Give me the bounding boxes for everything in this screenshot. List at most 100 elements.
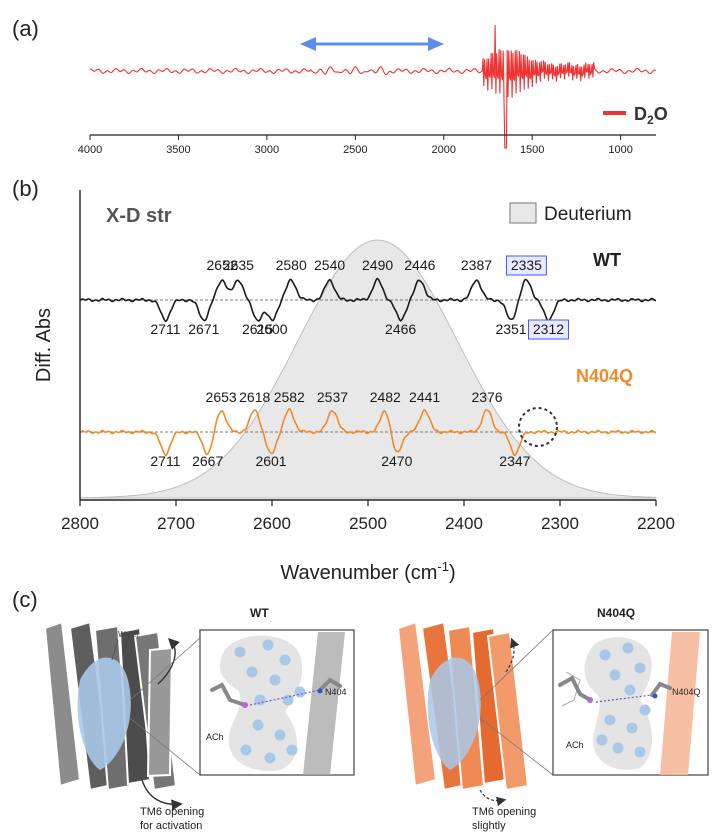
wt-ligand-label: ACh [206, 732, 224, 742]
wt-peak-label: 2580 [276, 257, 307, 273]
water-molecule [262, 639, 274, 651]
wt-tm6-arrow [157, 638, 180, 685]
wt-peak-label: 2490 [362, 257, 393, 273]
water-molecule [609, 669, 621, 681]
water-molecule [634, 746, 646, 758]
panel-b-x-label: Wavenumber (cm-1) [280, 559, 455, 584]
n404q-water-molecules [596, 642, 651, 758]
n404q-peak-label: 2347 [499, 453, 530, 469]
wt-zoom-line-bottom [129, 717, 201, 776]
wt-peak-label: 2671 [188, 321, 219, 337]
panel-a-tick-label: 3500 [166, 144, 190, 156]
panel-a-legend: D2O [603, 104, 668, 127]
panel-a-tick-label: 1500 [520, 144, 544, 156]
wt-peak-label: 2600 [256, 321, 287, 337]
n404q-peak-label: 2618 [239, 389, 270, 405]
n404q-tm6-arrow [505, 637, 520, 673]
wt-inset-title: WT [250, 606, 269, 620]
n404q-trace [79, 407, 656, 457]
n404q-tm6-arrow-bottom [479, 789, 507, 807]
water-molecule [634, 662, 646, 674]
n404q-peak-label: 2470 [381, 453, 412, 469]
panel-a-d2o-trace [90, 24, 657, 149]
n404q-caption-line2: slightly [472, 820, 506, 832]
panel-a-double-arrow [300, 37, 444, 51]
water-molecule [234, 646, 246, 658]
water-molecule [599, 649, 611, 661]
panel-a-legend-label: D2O [634, 104, 668, 127]
panel-a-tick-label: 2500 [343, 144, 367, 156]
n404q-peak-label: 2582 [274, 389, 305, 405]
n404q-residue-label: N404Q [672, 687, 701, 697]
water-region [77, 657, 131, 770]
panel-b-tick-label: 2400 [445, 514, 483, 533]
water-molecule [294, 686, 306, 698]
deuterium-legend-swatch [509, 202, 537, 224]
panel-a: (a) 4000 3500 3000 2500 2000 1500 1000 D2O [12, 16, 668, 156]
wt-peak-label: 2466 [385, 321, 416, 337]
water-molecule [269, 674, 281, 686]
panel-a-tick-label: 3000 [255, 144, 279, 156]
wt-caption-line2: for activation [140, 820, 202, 832]
panel-c: (c) Water TM6 opening for activation WT [12, 587, 709, 832]
water-molecule [274, 729, 286, 741]
n404q-zoom-line-bottom [479, 717, 554, 776]
n404q-peak-label: 2601 [255, 453, 286, 469]
water-molecule [604, 714, 616, 726]
n404q-peak-label: 2653 [206, 389, 237, 405]
water-molecule [254, 694, 266, 706]
deuterium-band [79, 239, 657, 499]
panel-b-tick-label: 2500 [349, 514, 387, 533]
panel-a-label: (a) [12, 16, 39, 41]
water-molecule [612, 742, 624, 754]
panel-b-title: X-D str [106, 205, 172, 227]
water-molecule [626, 722, 638, 734]
wt-peak-label: 2312 [533, 321, 564, 337]
water-molecule [279, 654, 291, 666]
wt-series-label: WT [593, 250, 621, 270]
wt-peak-label: 2446 [404, 257, 435, 273]
n404q-inset: N404Q N404Q ACh [552, 606, 709, 776]
panel-b-label: (b) [12, 176, 39, 201]
n404q-peak-label: 2711 [150, 453, 180, 469]
water-molecule [639, 704, 651, 716]
deuterium-legend-label: Deuterium [544, 204, 632, 225]
wt-peak-label: 2615 [242, 321, 273, 337]
dotted-circle-marker [518, 407, 558, 447]
mutant-water-region [427, 657, 481, 770]
water-molecule [252, 719, 264, 731]
water-molecule [282, 694, 294, 706]
water-molecule [286, 744, 298, 756]
n404q-series-label: N404Q [576, 366, 633, 386]
panel-b-tick-label: 2700 [157, 514, 195, 533]
n404q-peak-label: 2667 [192, 453, 223, 469]
panel-b-tick-label: 2300 [541, 514, 579, 533]
panel-a-tick-label: 1000 [608, 144, 632, 156]
wt-tm6-arrow-bottom [141, 779, 183, 811]
wt-peak-label: 2540 [314, 257, 345, 273]
n404q-peak-label: 2482 [370, 389, 401, 405]
panel-b-tick-label: 2800 [61, 514, 99, 533]
panel-b-y-label: Diff. Abs [33, 308, 55, 382]
wt-peak-label: 2635 [223, 257, 254, 273]
water-molecule [246, 666, 258, 678]
wt-water-molecules [234, 639, 306, 764]
boxed-peak-frame [527, 319, 569, 340]
wt-peak-label: 2335 [511, 257, 542, 273]
wt-trace [79, 277, 656, 323]
panel-c-label: (c) [12, 587, 38, 612]
wt-peak-label: 2351 [495, 321, 526, 337]
water-molecule [624, 684, 636, 696]
wt-peak-label: 2711 [150, 321, 180, 337]
water-molecule [596, 734, 608, 746]
n404q-inset-title: N404Q [597, 606, 635, 620]
water-molecule [264, 752, 276, 764]
wt-zoom-line-top [129, 637, 201, 701]
wt-peak-label: 2652 [207, 257, 238, 273]
wt-residue-label: N404 [325, 687, 347, 697]
n404q-helix-bundle [396, 620, 554, 807]
n404q-zoom-line-top [479, 629, 554, 701]
boxed-peak-frame [505, 255, 547, 276]
